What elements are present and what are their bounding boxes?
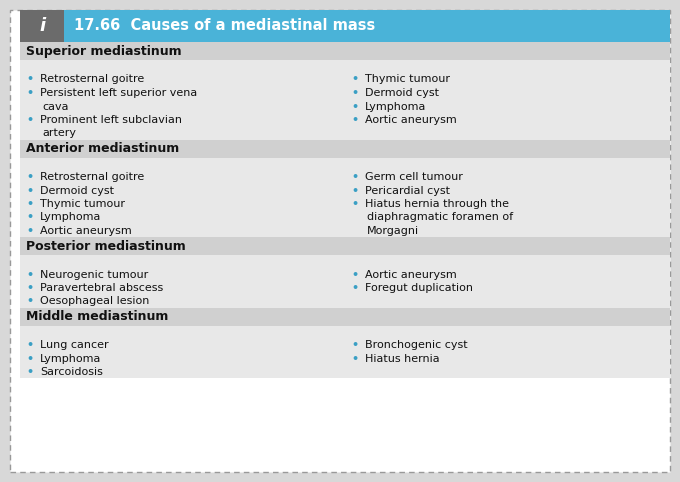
Text: •: • (27, 172, 33, 182)
Text: •: • (27, 199, 33, 209)
Text: •: • (27, 75, 33, 84)
Text: Morgagni: Morgagni (367, 226, 419, 236)
Text: Posterior mediastinum: Posterior mediastinum (26, 240, 186, 253)
Bar (20, 158, 670, 237)
Text: •: • (27, 213, 33, 223)
Bar (20, 237, 670, 255)
Text: •: • (352, 353, 358, 363)
Text: Foregut duplication: Foregut duplication (365, 283, 473, 293)
Text: Aortic aneurysm: Aortic aneurysm (40, 226, 132, 236)
Text: Germ cell tumour: Germ cell tumour (365, 172, 463, 182)
Text: Prominent left subclavian: Prominent left subclavian (40, 115, 182, 125)
Text: •: • (27, 115, 33, 125)
Text: Lymphoma: Lymphoma (40, 213, 101, 223)
Text: Persistent left superior vena: Persistent left superior vena (40, 88, 197, 98)
Text: •: • (27, 186, 33, 196)
Text: •: • (27, 296, 33, 307)
Bar (20, 60, 670, 139)
Text: Lymphoma: Lymphoma (365, 102, 426, 111)
Text: Hiatus hernia: Hiatus hernia (365, 353, 440, 363)
Text: Superior mediastinum: Superior mediastinum (26, 44, 182, 57)
Text: Lymphoma: Lymphoma (40, 353, 101, 363)
Bar (20, 325, 670, 378)
Text: Paravertebral abscess: Paravertebral abscess (40, 283, 163, 293)
Text: •: • (27, 283, 33, 293)
Text: •: • (352, 199, 358, 209)
Text: Pericardial cyst: Pericardial cyst (365, 186, 450, 196)
Text: Sarcoidosis: Sarcoidosis (40, 367, 103, 377)
Text: Middle mediastinum: Middle mediastinum (26, 310, 169, 323)
Text: •: • (352, 186, 358, 196)
Text: Dermoid cyst: Dermoid cyst (40, 186, 114, 196)
Text: •: • (352, 115, 358, 125)
Text: •: • (27, 226, 33, 236)
Text: Retrosternal goitre: Retrosternal goitre (40, 172, 144, 182)
Text: Hiatus hernia through the: Hiatus hernia through the (365, 199, 509, 209)
Text: Bronchogenic cyst: Bronchogenic cyst (365, 340, 468, 350)
Text: •: • (27, 340, 33, 350)
Bar (20, 139, 670, 158)
Bar (20, 10, 670, 42)
Text: Aortic aneurysm: Aortic aneurysm (365, 115, 457, 125)
Text: Retrosternal goitre: Retrosternal goitre (40, 75, 144, 84)
Bar (20, 308, 670, 325)
Text: •: • (27, 88, 33, 98)
Text: 17.66  Causes of a mediastinal mass: 17.66 Causes of a mediastinal mass (74, 18, 375, 34)
Text: Thymic tumour: Thymic tumour (40, 199, 125, 209)
Text: •: • (352, 88, 358, 98)
Text: •: • (27, 353, 33, 363)
Text: Aortic aneurysm: Aortic aneurysm (365, 269, 457, 280)
Text: •: • (27, 269, 33, 280)
Text: cava: cava (42, 102, 69, 111)
Text: Oesophageal lesion: Oesophageal lesion (40, 296, 150, 307)
Text: Neurogenic tumour: Neurogenic tumour (40, 269, 148, 280)
Text: •: • (352, 269, 358, 280)
Text: Lung cancer: Lung cancer (40, 340, 109, 350)
Text: •: • (352, 75, 358, 84)
Text: Thymic tumour: Thymic tumour (365, 75, 450, 84)
Text: •: • (352, 283, 358, 293)
Text: •: • (352, 102, 358, 111)
Text: •: • (352, 172, 358, 182)
Text: •: • (352, 340, 358, 350)
Bar (20, 42, 670, 60)
Text: Dermoid cyst: Dermoid cyst (365, 88, 439, 98)
Text: artery: artery (42, 129, 76, 138)
Bar (20, 255, 670, 308)
Text: •: • (27, 367, 33, 377)
Text: i: i (39, 17, 45, 35)
Text: Anterior mediastinum: Anterior mediastinum (26, 142, 180, 155)
Bar (20, 10, 64, 42)
Text: diaphragmatic foramen of: diaphragmatic foramen of (367, 213, 513, 223)
